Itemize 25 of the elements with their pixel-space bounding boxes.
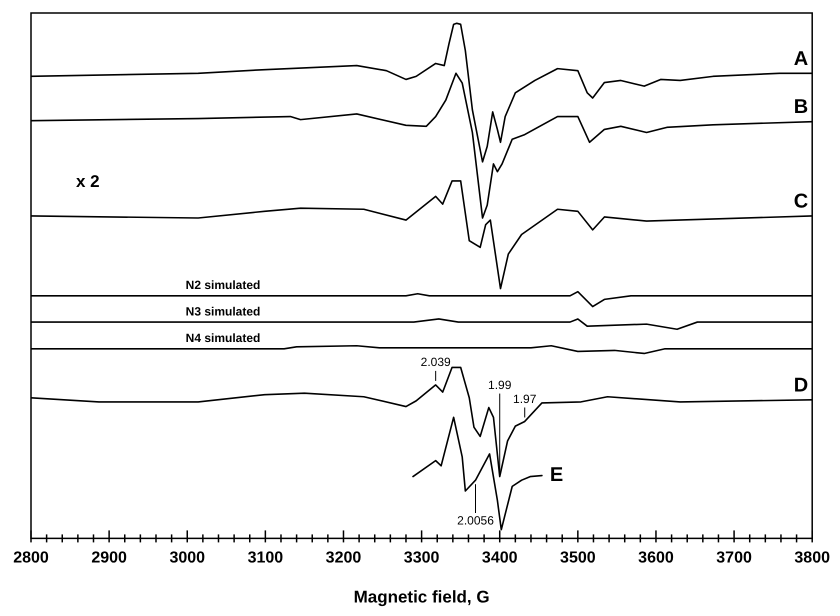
series-label: N3 simulated (186, 304, 260, 318)
x-tick-label: 3100 (248, 549, 284, 566)
x-tick-label: 3400 (482, 549, 518, 566)
series-label: B (794, 96, 808, 118)
annotation: 2.0056 (457, 513, 494, 528)
series-label: E (550, 464, 564, 486)
x-tick-label: 3600 (638, 549, 674, 566)
series-label: N4 simulated (186, 331, 260, 346)
series-label: C (794, 190, 808, 212)
x-tick-label: 3800 (794, 549, 830, 566)
x-tick-label: 3200 (326, 549, 362, 566)
annotation: 1.97 (513, 392, 537, 406)
x-tick-label: 3700 (716, 549, 752, 566)
x-tick-label: 3300 (404, 549, 440, 566)
x-tick-label: 3500 (560, 549, 596, 566)
x-tick-label: 2900 (91, 549, 128, 566)
annotation: 2.039 (420, 355, 452, 370)
x-tick-label: 3000 (169, 549, 206, 566)
annotation: x 2 (76, 172, 100, 192)
series-label: A (794, 48, 808, 70)
x-tick-label: 2800 (13, 549, 49, 566)
annotation: 1.99 (488, 378, 512, 392)
x-axis-title: Magnetic field, G (354, 587, 490, 606)
series-label: D (794, 374, 808, 396)
series-label: N2 simulated (186, 278, 260, 292)
